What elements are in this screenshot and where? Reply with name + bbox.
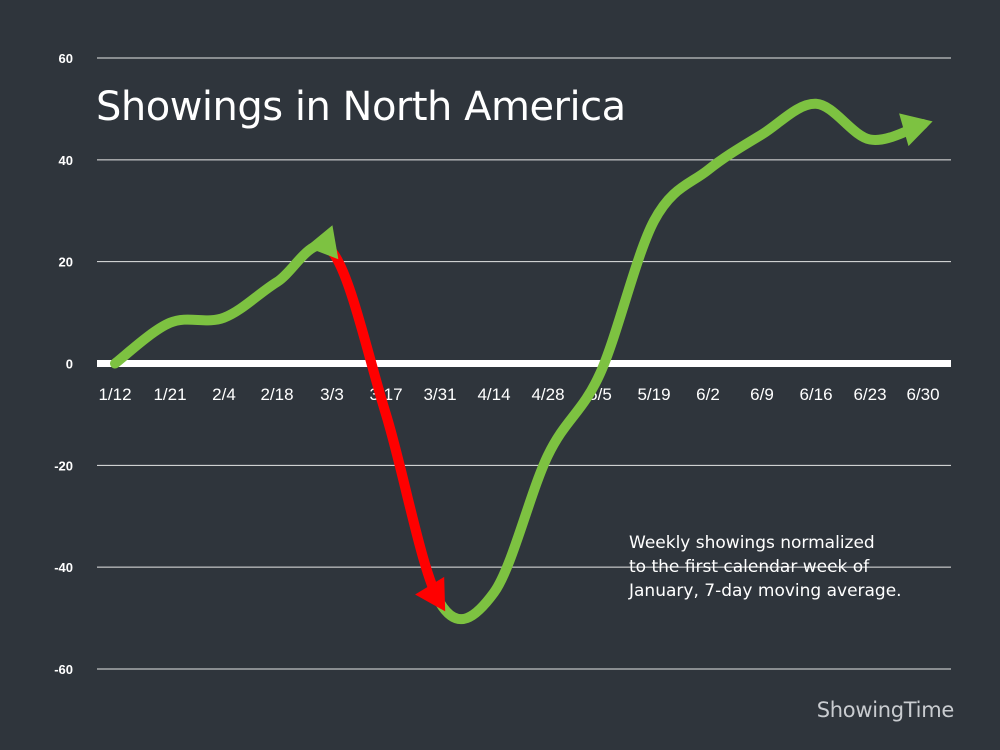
trend-arrowhead [899, 113, 933, 147]
x-tick-label: 1/12 [98, 385, 131, 404]
annotation-line-3: January, 7-day moving average. [629, 581, 902, 601]
x-tick-label: 1/21 [153, 385, 186, 404]
x-tick-label: 4/14 [477, 385, 510, 404]
annotation-line-1: Weekly showings normalized [629, 533, 875, 553]
y-tick-label: -60 [54, 662, 73, 677]
trend-arrowhead [306, 225, 339, 260]
chart-annotation: Weekly showings normalized to the first … [629, 531, 949, 603]
x-tick-label: 2/18 [260, 385, 293, 404]
series-line-segment [435, 98, 928, 625]
series-line-segment [110, 240, 337, 369]
chart-title: Showings in North America [96, 84, 626, 130]
series-line-segment [327, 246, 445, 608]
x-tick-label: 6/9 [750, 385, 774, 404]
y-tick-label: 0 [66, 357, 73, 372]
x-tick-label: 3/3 [320, 385, 344, 404]
y-tick-label: -20 [54, 458, 73, 473]
y-tick-label: -40 [54, 560, 73, 575]
y-tick-label: 60 [59, 51, 73, 66]
y-tick-label: 20 [59, 255, 73, 270]
trend-arrowhead [415, 576, 446, 612]
brand-logo-text: ShowingTime [816, 698, 955, 722]
x-tick-label: 5/19 [637, 385, 670, 404]
y-tick-label: 40 [59, 153, 73, 168]
x-tick-label: 6/23 [853, 385, 886, 404]
x-tick-label: 3/31 [423, 385, 456, 404]
x-tick-label: 6/16 [799, 385, 832, 404]
annotation-line-2: to the first calendar week of [629, 557, 870, 577]
x-tick-label: 4/28 [531, 385, 564, 404]
x-tick-label: 2/4 [212, 385, 236, 404]
x-tick-label: 6/2 [696, 385, 720, 404]
x-tick-label: 6/30 [906, 385, 939, 404]
